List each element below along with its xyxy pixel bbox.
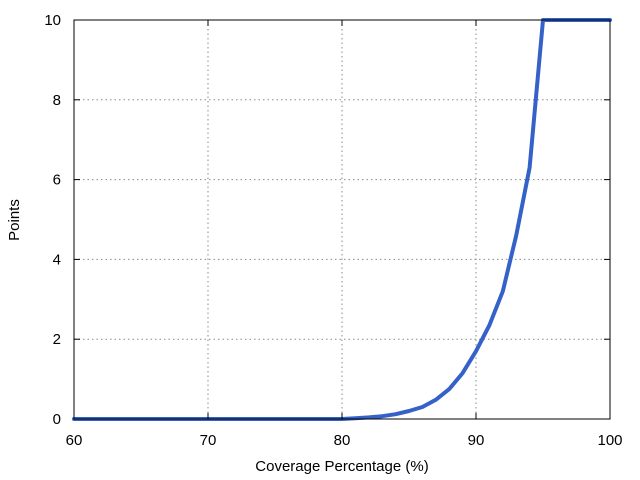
y-axis-title: Points — [6, 199, 23, 241]
y-tick-label: 4 — [53, 251, 61, 268]
x-tick-label: 100 — [597, 432, 622, 449]
x-tick-label: 80 — [334, 432, 351, 449]
y-tick-label: 0 — [53, 411, 61, 428]
x-tick-labels: 60 70 80 90 100 — [66, 432, 623, 449]
y-tick-label: 6 — [53, 172, 61, 189]
x-tick-label: 60 — [66, 432, 83, 449]
y-tick-label: 2 — [53, 331, 61, 348]
x-tick-label: 90 — [468, 432, 485, 449]
x-tick-label: 70 — [200, 432, 217, 449]
y-tick-labels: 0 2 4 6 8 10 — [44, 12, 61, 428]
x-axis-title: Coverage Percentage (%) — [255, 458, 428, 475]
y-tick-label: 8 — [53, 92, 61, 109]
ticks — [73, 19, 611, 420]
y-tick-label: 10 — [44, 12, 61, 29]
grid — [74, 20, 610, 419]
